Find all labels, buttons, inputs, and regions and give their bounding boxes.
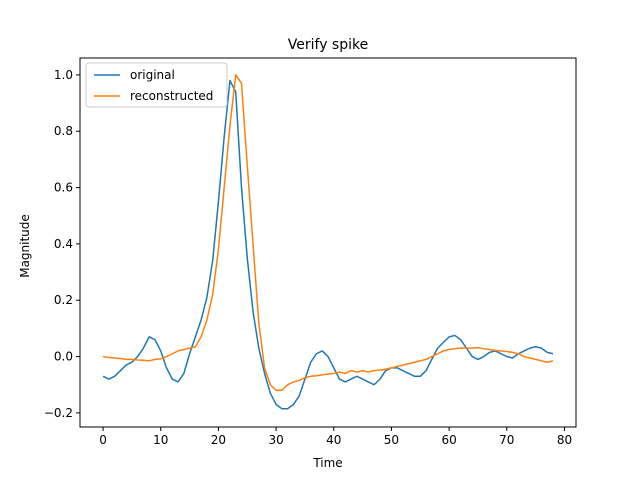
plot-area [80,58,576,427]
legend: original reconstructed [85,62,228,108]
x-axis-label: Time [312,456,342,470]
x-tick-label: 80 [557,433,572,447]
axes-frame [79,57,577,428]
y-axis-label: Magnitude [18,214,32,278]
series-line-reconstructed [102,74,554,392]
y-tick-label: 0.6 [54,181,73,195]
chart-title: Verify spike [288,37,368,53]
x-tick-label: 60 [441,433,456,447]
y-tick-label: 0.0 [54,350,73,364]
plot-background [80,58,576,427]
legend-box [85,62,228,108]
axes-layer: 0 10 20 30 40 50 60 70 80 −0.2 0.0 0.2 0.4 0.6 0.8 1.0 [44,57,577,447]
x-tick-label: 10 [153,433,168,447]
x-tick-label: 30 [268,433,283,447]
y-tick-label: −0.2 [44,406,73,420]
x-tick-label: 50 [384,433,399,447]
x-tick-label: 0 [99,433,107,447]
x-tick-label: 20 [211,433,226,447]
legend-label-reconstructed: reconstructed [130,89,213,103]
legend-label-original: original [130,68,175,82]
x-tick-label: 70 [499,433,514,447]
series-line-original [102,79,554,410]
y-tick-label: 0.8 [54,124,73,138]
y-tick-label: 0.2 [54,293,73,307]
y-tick-label: 1.0 [54,68,73,82]
y-tick-label: 0.4 [54,237,73,251]
x-tick-label: 40 [326,433,341,447]
series-layer [102,74,554,410]
